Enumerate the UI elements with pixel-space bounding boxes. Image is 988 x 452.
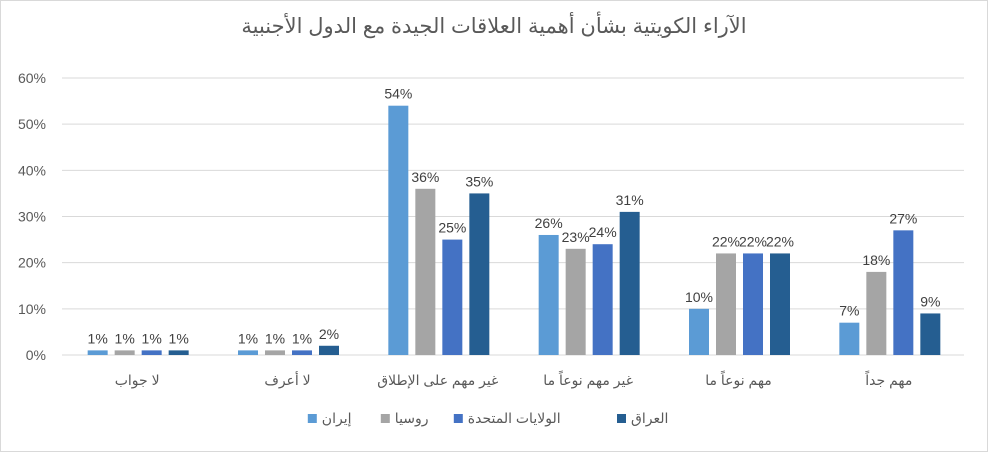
x-category-label: لا أعرف xyxy=(264,371,310,389)
bar xyxy=(689,308,709,355)
bar xyxy=(442,239,463,355)
bar xyxy=(87,350,108,355)
y-tick-label: 10% xyxy=(18,301,46,317)
bar xyxy=(415,188,436,355)
bar xyxy=(238,350,258,355)
legend-label: إيران xyxy=(322,410,352,427)
x-category-label: غير مهم على الإطلاق xyxy=(377,372,498,389)
x-category-label: لا جواب xyxy=(115,372,160,389)
data-label: 1% xyxy=(115,330,135,346)
bar xyxy=(469,193,490,355)
bar xyxy=(114,350,135,355)
y-tick-label: 20% xyxy=(18,255,46,271)
bar xyxy=(538,234,559,355)
data-label: 54% xyxy=(384,86,412,102)
y-tick-label: 30% xyxy=(18,209,46,225)
bars xyxy=(87,105,941,355)
x-axis-categories: لا جواب لا أعرف غير مهم على الإطلاق غير مهم… xyxy=(115,370,913,389)
bar xyxy=(770,253,790,355)
x-category-label: مهم جداً xyxy=(865,370,913,389)
bar xyxy=(265,350,285,355)
y-tick-label: 40% xyxy=(18,162,46,178)
data-label: 23% xyxy=(562,229,590,245)
y-tick-label: 50% xyxy=(18,116,46,132)
data-label: 27% xyxy=(889,210,917,226)
legend-label: روسيا xyxy=(395,410,429,427)
data-label: 22% xyxy=(712,233,740,249)
legend-label: العراق xyxy=(631,410,668,427)
legend-swatch xyxy=(617,414,626,423)
data-label: 1% xyxy=(265,330,285,346)
y-tick-label: 60% xyxy=(18,70,46,86)
data-label: 7% xyxy=(839,303,859,319)
bar xyxy=(592,244,613,355)
data-labels: 1% 1% 1% 1% 1% 1% 1% 2% 54% 36% 25% 35% 26%23%24% 31%… xyxy=(88,86,941,347)
bar xyxy=(866,271,887,355)
data-label: 10% xyxy=(685,289,713,305)
y-axis-ticks: 0% 10% 20% 30% 40% 50% 60% xyxy=(18,70,46,363)
data-label: 26% xyxy=(535,215,563,231)
data-label: 22% xyxy=(739,233,767,249)
bar xyxy=(743,253,763,355)
bar xyxy=(619,211,640,355)
chart-title: الآراء الكويتية بشأن أهمية العلاقات الجي… xyxy=(241,15,747,38)
bar xyxy=(141,350,162,355)
data-label: 36% xyxy=(411,169,439,185)
data-label: 22% xyxy=(766,233,794,249)
legend: إيران روسيا الولايات المتحدة العراق xyxy=(307,410,668,427)
data-label: 1% xyxy=(238,330,258,346)
data-label: 24% xyxy=(589,224,617,240)
data-label: 35% xyxy=(465,173,493,189)
data-label: 18% xyxy=(862,252,890,268)
data-label: 1% xyxy=(169,330,189,346)
bar xyxy=(716,253,736,355)
legend-swatch xyxy=(307,414,317,423)
gridlines xyxy=(62,77,964,356)
data-label: 2% xyxy=(319,326,339,342)
legend-swatch xyxy=(453,414,463,423)
data-label: 9% xyxy=(920,293,940,309)
bar xyxy=(839,322,860,355)
data-label: 1% xyxy=(292,330,312,346)
data-label: 1% xyxy=(142,330,162,346)
x-category-label: غير مهم نوعاً ما xyxy=(543,370,633,389)
x-category-label: مهم نوعاً ما xyxy=(705,370,772,389)
bar xyxy=(565,248,586,355)
data-label: 31% xyxy=(616,192,644,208)
bar xyxy=(168,350,189,355)
legend-label: الولايات المتحدة xyxy=(468,410,561,427)
bar xyxy=(893,230,914,355)
data-label: 25% xyxy=(438,220,466,236)
bar xyxy=(319,345,339,355)
bar xyxy=(388,105,409,355)
y-tick-label: 0% xyxy=(26,347,46,363)
bar xyxy=(292,350,312,355)
data-label: 1% xyxy=(88,330,108,346)
bar xyxy=(920,313,941,355)
legend-swatch xyxy=(380,414,390,423)
